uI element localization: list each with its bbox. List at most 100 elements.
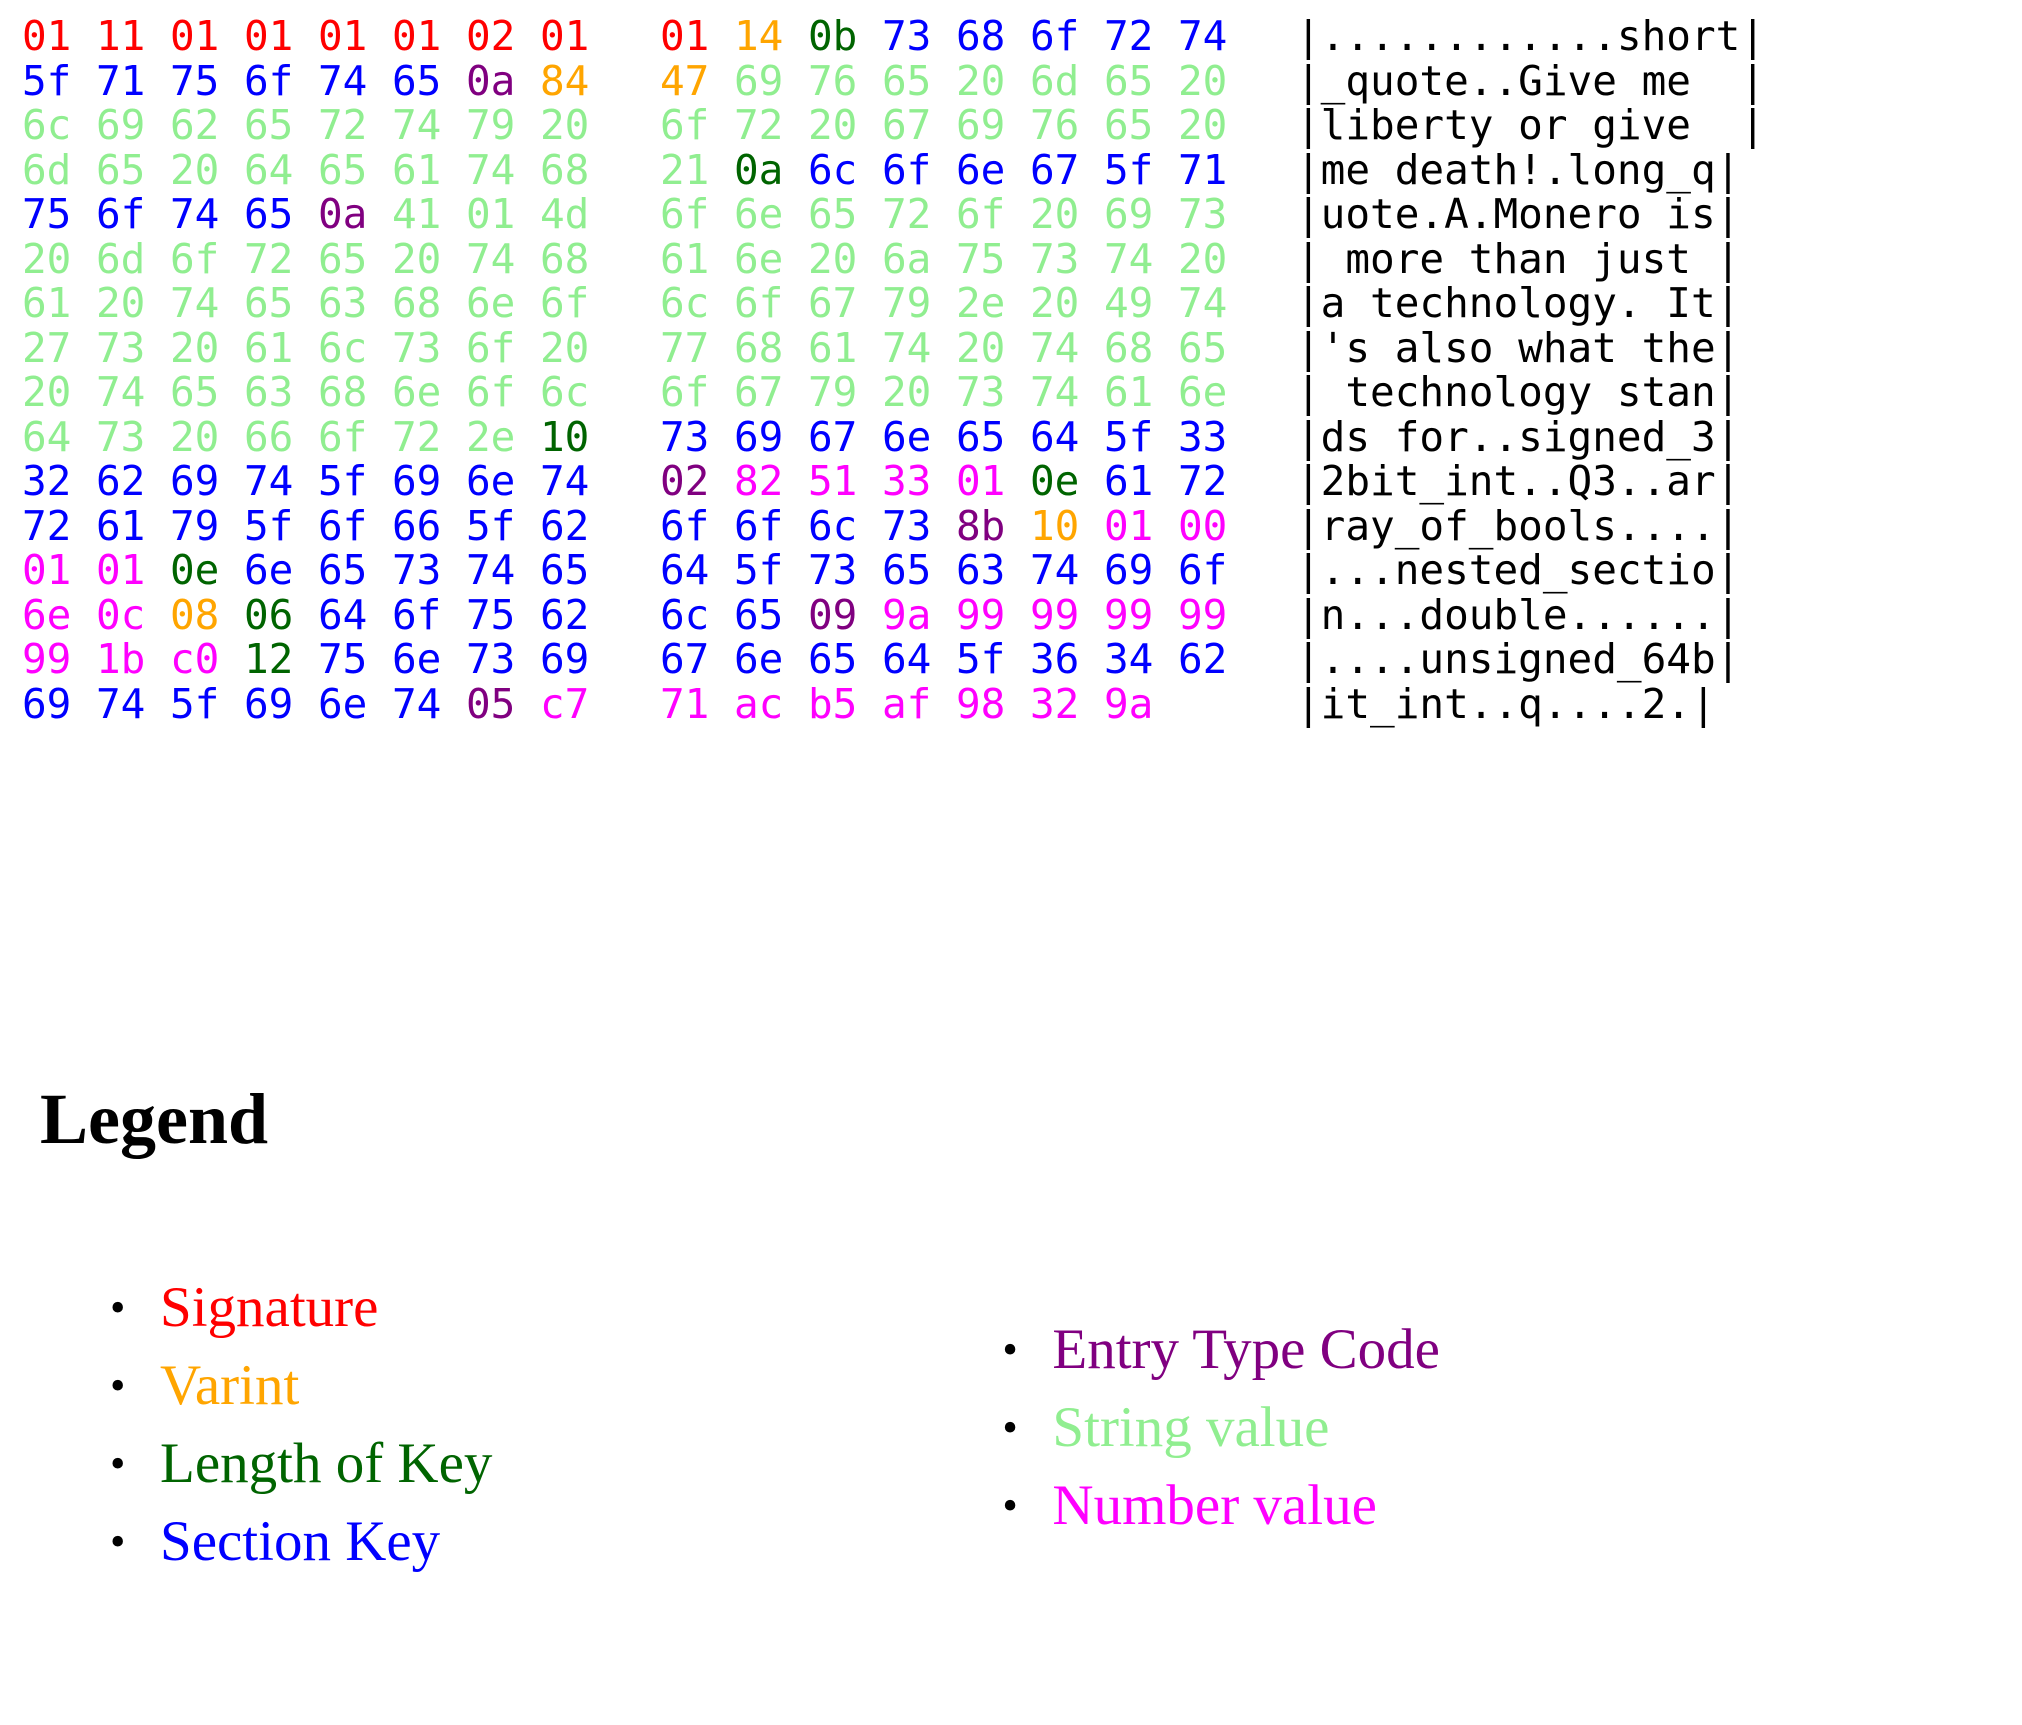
hex-byte: 74 <box>466 234 516 283</box>
hex-byte: 27 <box>22 323 72 372</box>
hex-byte: 01 <box>1104 501 1154 550</box>
hex-group-left: 5f 71 75 6f 74 65 0a 84 <box>22 56 614 105</box>
hex-byte: 6e <box>318 679 368 728</box>
hex-byte: 6e <box>392 368 442 416</box>
hex-byte: 47 <box>660 56 710 105</box>
hex-byte: 5f <box>318 457 368 505</box>
hex-group-left: 01 01 0e 6e 65 73 74 65 <box>22 548 614 593</box>
hex-byte: 72 <box>734 101 784 149</box>
hex-group-right: 71 ac b5 af 98 32 9a <box>660 679 1178 728</box>
legend-item-str: • String value <box>1002 1389 1440 1467</box>
legend-item-label: Number value <box>1052 1474 1377 1538</box>
hex-byte: 00 <box>1178 501 1228 550</box>
hex-byte: 69 <box>734 56 784 105</box>
hex-byte: 68 <box>734 323 784 372</box>
hex-byte: 6c <box>22 101 72 149</box>
hex-byte: 06 <box>244 590 294 639</box>
hex-byte: 65 <box>244 101 294 149</box>
hex-group-right: 67 6e 65 64 5f 36 34 62 <box>660 637 1252 682</box>
bullet-icon: • <box>110 1361 126 1411</box>
hex-byte: 6a <box>882 234 932 283</box>
hex-byte: 72 <box>244 234 294 283</box>
legend-item-len: • Length of Key <box>110 1425 492 1503</box>
hex-byte: 72 <box>882 190 932 238</box>
ascii-column: |ray_of_bools....| <box>1296 501 1741 550</box>
hex-byte: 98 <box>956 679 1006 728</box>
ascii-column: |n...double......| <box>1296 590 1741 639</box>
hex-byte: 6f <box>660 501 710 550</box>
hex-byte: 6c <box>660 279 710 327</box>
hex-byte: 75 <box>318 635 368 683</box>
hex-byte: 6e <box>882 412 932 461</box>
hex-byte: 10 <box>540 412 590 461</box>
hex-byte: 66 <box>392 501 442 550</box>
hex-group-right: 77 68 61 74 20 74 68 65 <box>660 323 1252 372</box>
hex-group-right: 6c 6f 67 79 2e 20 49 74 <box>660 281 1252 326</box>
hex-byte: 6e <box>244 546 294 594</box>
bullet-icon: • <box>1002 1325 1018 1375</box>
hex-byte: 20 <box>956 56 1006 105</box>
hex-byte: 01 <box>660 12 710 60</box>
legend-item-sig: • Signature <box>110 1269 492 1347</box>
hex-byte: 62 <box>540 501 590 550</box>
hex-byte: 6e <box>1178 368 1228 416</box>
hex-group-right: 6f 72 20 67 69 76 65 20 <box>660 103 1252 148</box>
hex-byte: 71 <box>660 679 710 728</box>
ascii-column: | technology stan| <box>1296 368 1741 416</box>
hex-byte: 65 <box>1178 323 1228 372</box>
hex-group-left: 20 74 65 63 68 6e 6f 6c <box>22 370 614 415</box>
hex-byte: 6c <box>808 145 858 194</box>
hex-byte: 74 <box>170 190 220 238</box>
hex-group-left: 64 73 20 66 6f 72 2e 10 <box>22 412 614 461</box>
hex-byte: 32 <box>1030 679 1080 728</box>
hex-byte: 69 <box>244 679 294 728</box>
hex-row: 27 73 20 61 6c 73 6f 20 77 68 61 74 20 74 68 65 |'s also… <box>22 323 1765 372</box>
legend-item-label: Entry Type Code <box>1052 1318 1440 1382</box>
hex-byte: 33 <box>882 457 932 505</box>
legend-item-label: String value <box>1052 1396 1330 1460</box>
hex-byte: 79 <box>808 368 858 416</box>
hex-byte: 6f <box>96 190 146 238</box>
hex-byte: 65 <box>808 190 858 238</box>
hex-group-right: 01 14 0b 73 68 6f 72 74 <box>660 14 1252 59</box>
hex-byte: 61 <box>392 145 442 194</box>
hex-byte: 6f <box>1178 546 1228 594</box>
hex-byte: 74 <box>170 279 220 327</box>
hex-byte: 65 <box>170 368 220 416</box>
hex-byte: 65 <box>1104 56 1154 105</box>
hex-byte: 64 <box>660 546 710 594</box>
hex-byte: 65 <box>392 56 442 105</box>
legend-column-right: • Entry Type Code • String value • Number val… <box>1002 1311 1440 1581</box>
hex-group-right: 6c 65 09 9a 99 99 99 99 <box>660 592 1252 638</box>
hex-byte: 74 <box>1104 234 1154 283</box>
hex-group-left: 99 1b c0 12 75 6e 73 69 <box>22 637 614 682</box>
hex-byte: 82 <box>734 457 784 505</box>
hex-byte: 74 <box>1178 12 1228 60</box>
legend-item-label: Signature <box>160 1276 379 1340</box>
hex-byte: 33 <box>1178 412 1228 461</box>
hex-byte: 0a <box>318 190 368 238</box>
hex-byte: 6f <box>660 368 710 416</box>
hex-byte: 76 <box>808 56 858 105</box>
hex-byte: 75 <box>22 190 72 238</box>
hex-byte: 6f <box>466 323 516 372</box>
hex-row: 6d 65 20 64 65 61 74 68 21 0a 6c 6f 6e 67 5f 71 |me deat… <box>22 145 1765 194</box>
hex-byte: 63 <box>244 368 294 416</box>
hex-byte: 6f <box>540 279 590 327</box>
hex-byte: 62 <box>96 457 146 505</box>
hex-byte: 6f <box>1030 12 1080 60</box>
hex-byte: 65 <box>808 635 858 683</box>
hex-byte: 74 <box>1030 323 1080 372</box>
hex-byte: 6e <box>734 190 784 238</box>
hex-byte: 05 <box>466 679 516 728</box>
hex-group-right: 21 0a 6c 6f 6e 67 5f 71 <box>660 145 1252 194</box>
hex-byte: 74 <box>244 457 294 505</box>
hex-byte: 61 <box>244 323 294 372</box>
hex-byte: 68 <box>392 279 442 327</box>
hex-byte: 32 <box>22 457 72 505</box>
hex-byte: 01 <box>96 546 146 594</box>
hex-byte: 65 <box>318 145 368 194</box>
hex-byte: 20 <box>1030 190 1080 238</box>
hex-byte: 0c <box>96 590 146 639</box>
hex-group-left: 75 6f 74 65 0a 41 01 4d <box>22 192 614 237</box>
